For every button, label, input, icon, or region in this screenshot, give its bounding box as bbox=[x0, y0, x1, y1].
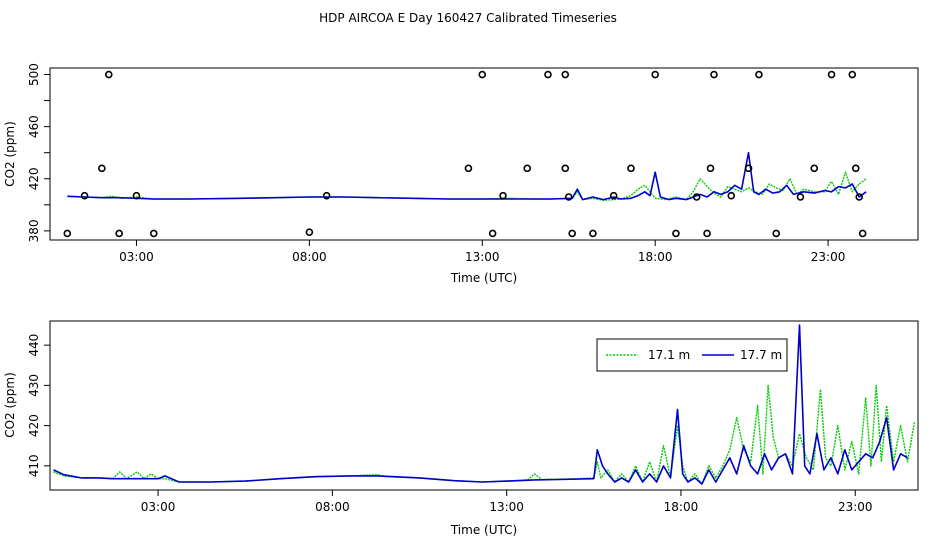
x-tick-label: 18:00 bbox=[638, 250, 673, 264]
flag-point bbox=[523, 164, 532, 173]
bottom-x-axis: 03:00 08:00 13:00 18:00 23:00 bbox=[141, 490, 873, 514]
y-tick-label: 440 bbox=[27, 334, 41, 357]
legend-label-17-1m: 17.1 m bbox=[648, 348, 690, 362]
bottom-x-axis-label: Time (UTC) bbox=[450, 523, 517, 537]
flag-point bbox=[488, 229, 497, 238]
y-tick-label: 460 bbox=[27, 115, 41, 138]
flag-point bbox=[755, 70, 763, 79]
flag-point bbox=[692, 193, 701, 201]
x-tick-label: 18:00 bbox=[664, 500, 699, 514]
top-x-axis-label: Time (UTC) bbox=[450, 271, 517, 285]
top-y-axis: 380 420 460 500 bbox=[27, 63, 50, 242]
flag-point bbox=[115, 229, 123, 238]
flag-point bbox=[703, 229, 711, 238]
bottom-y-axis: 410 420 430 440 bbox=[27, 334, 50, 477]
top-plot-frame bbox=[49, 67, 919, 241]
flag-point bbox=[651, 70, 659, 79]
flag-point bbox=[851, 164, 860, 173]
y-tick-label: 380 bbox=[27, 219, 41, 242]
bottom-plot-frame bbox=[49, 320, 919, 491]
flag-point bbox=[564, 193, 573, 201]
flag-point bbox=[589, 229, 597, 238]
flag-point bbox=[744, 164, 753, 173]
flag-point bbox=[710, 70, 718, 79]
series-line-blue bbox=[67, 151, 867, 201]
top-series-lines bbox=[67, 151, 867, 202]
flag-point bbox=[772, 229, 781, 238]
x-tick-label: 08:00 bbox=[315, 500, 350, 514]
flag-point bbox=[104, 70, 113, 79]
x-tick-label: 23:00 bbox=[811, 250, 846, 264]
bottom-y-axis-label: CO2 (ppm) bbox=[3, 372, 17, 438]
x-tick-label: 13:00 bbox=[465, 250, 500, 264]
bottom-series-lines bbox=[53, 324, 916, 485]
y-tick-label: 420 bbox=[27, 414, 41, 437]
x-tick-label: 03:00 bbox=[141, 500, 176, 514]
y-tick-label: 420 bbox=[27, 167, 41, 190]
flag-point bbox=[627, 164, 635, 173]
flag-point bbox=[827, 70, 836, 79]
flag-point bbox=[544, 70, 552, 79]
top-y-axis-label: CO2 (ppm) bbox=[3, 121, 17, 187]
flag-point bbox=[796, 193, 805, 201]
flag-point bbox=[132, 191, 141, 200]
y-tick-label: 410 bbox=[27, 454, 41, 477]
flag-point bbox=[63, 229, 72, 238]
flag-point bbox=[810, 164, 819, 173]
y-tick-label: 430 bbox=[27, 374, 41, 397]
x-tick-label: 13:00 bbox=[489, 500, 524, 514]
flag-point bbox=[568, 229, 576, 238]
flag-point bbox=[80, 191, 89, 200]
flag-point bbox=[322, 191, 331, 200]
flag-point bbox=[848, 70, 857, 79]
top-panel: 03:00 08:00 13:00 18:00 23:00 380 420 460 500 T… bbox=[3, 63, 919, 285]
flag-point bbox=[98, 164, 106, 173]
flag-point bbox=[464, 164, 473, 173]
legend: 17.1 m 17.7 m bbox=[596, 338, 788, 372]
y-tick-label: 500 bbox=[27, 63, 41, 86]
legend-box bbox=[596, 338, 788, 372]
flag-point bbox=[855, 193, 864, 201]
flag-point bbox=[706, 164, 715, 173]
flag-point bbox=[561, 164, 570, 173]
flag-point bbox=[727, 191, 736, 200]
legend-label-17-7m: 17.7 m bbox=[740, 348, 782, 362]
series-line-green bbox=[67, 171, 867, 202]
series-line-blue bbox=[53, 324, 908, 485]
x-tick-label: 03:00 bbox=[119, 250, 154, 264]
flag-point bbox=[672, 229, 680, 238]
chart-title: HDP AIRCOA E Day 160427 Calibrated Times… bbox=[319, 11, 617, 25]
flag-point bbox=[478, 70, 487, 79]
top-x-axis: 03:00 08:00 13:00 18:00 23:00 bbox=[119, 240, 845, 264]
x-tick-label: 23:00 bbox=[838, 500, 873, 514]
bottom-panel: 03:00 08:00 13:00 18:00 23:00 410 420 430 440 T… bbox=[3, 320, 919, 537]
series-line-green bbox=[53, 384, 916, 485]
flag-point bbox=[499, 191, 507, 200]
flag-point bbox=[561, 70, 570, 79]
flag-point bbox=[609, 191, 618, 200]
flag-point bbox=[858, 229, 867, 238]
flag-point bbox=[305, 228, 314, 236]
top-flag-markers bbox=[63, 70, 867, 238]
x-tick-label: 08:00 bbox=[292, 250, 327, 264]
flag-point bbox=[149, 229, 158, 238]
